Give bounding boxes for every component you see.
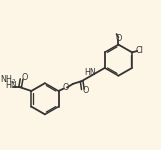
Text: NH$_2$: NH$_2$ [0,73,17,86]
Text: O: O [115,34,122,43]
Text: O: O [82,86,89,95]
Text: HN: HN [85,68,96,77]
Text: O: O [21,73,28,82]
Text: Cl: Cl [136,46,144,55]
Text: O: O [63,83,69,92]
Text: HN: HN [5,81,17,90]
